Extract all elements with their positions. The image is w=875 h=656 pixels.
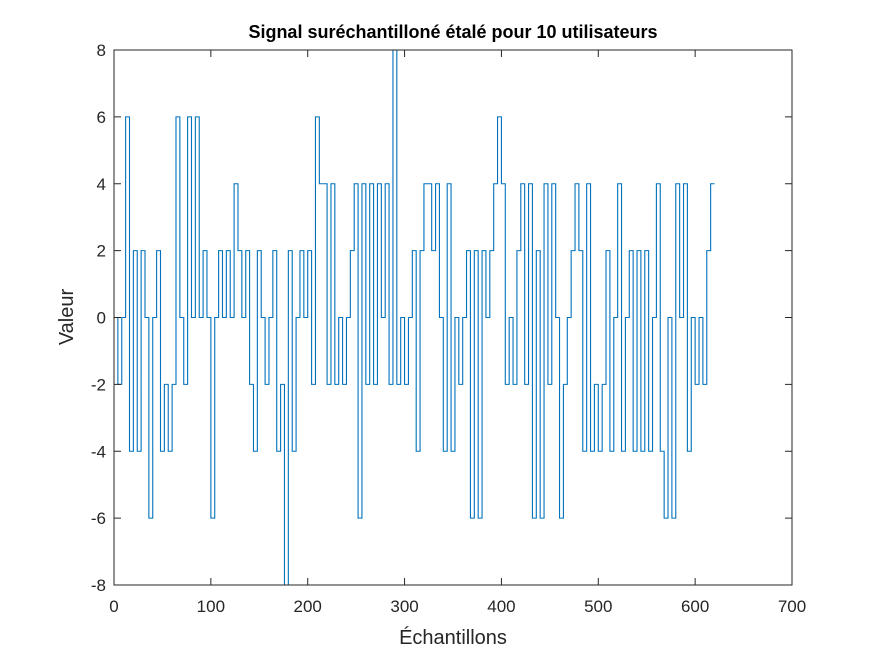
y-tick-label: 0 bbox=[97, 309, 106, 328]
x-tick-label: 700 bbox=[778, 597, 806, 616]
y-tick-label: 6 bbox=[97, 108, 106, 127]
x-tick-labels: 0 100 200 300 400 500 600 700 bbox=[109, 597, 806, 616]
x-tick-label: 200 bbox=[294, 597, 322, 616]
chart-title: Signal suréchantilloné étalé pour 10 uti… bbox=[248, 22, 657, 42]
y-tick-label: -8 bbox=[91, 576, 106, 595]
plot-frame bbox=[113, 49, 793, 586]
y-axis-label: Valeur bbox=[56, 288, 78, 345]
y-tick-label: -6 bbox=[91, 509, 106, 528]
x-tick-label: 300 bbox=[390, 597, 418, 616]
y-tick-label: 8 bbox=[97, 41, 106, 60]
series-layer bbox=[114, 49, 715, 586]
x-tick-label: 400 bbox=[487, 597, 515, 616]
x-tick-label: 500 bbox=[584, 597, 612, 616]
y-tick-label: -4 bbox=[91, 442, 106, 461]
y-tick-label: 4 bbox=[97, 175, 106, 194]
x-tick-label: 0 bbox=[109, 597, 118, 616]
plot-area bbox=[114, 50, 792, 585]
y-tick-labels: -8 -6 -4 -2 0 2 4 6 8 bbox=[91, 41, 106, 595]
y-tick-label: 2 bbox=[97, 242, 106, 261]
y-tick-label: -2 bbox=[91, 375, 106, 394]
x-tick-label: 600 bbox=[681, 597, 709, 616]
x-tick-label: 100 bbox=[197, 597, 225, 616]
series-line bbox=[114, 49, 715, 586]
x-axis-label: Échantillons bbox=[399, 626, 507, 649]
